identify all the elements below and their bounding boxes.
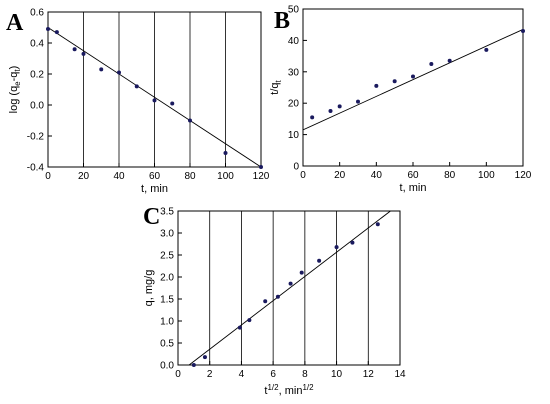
data-point-a-8 xyxy=(170,101,175,106)
data-point-a-6 xyxy=(134,84,139,89)
y-axis-label-a: log (qe-qt) xyxy=(8,66,22,114)
panel-letter-a: A xyxy=(6,10,24,36)
fit-line-a xyxy=(47,27,262,168)
x-tick-label-c-3: 6 xyxy=(270,369,276,380)
x-axis-label-a: t, min xyxy=(141,183,168,195)
data-point-a-3 xyxy=(81,51,86,56)
x-axis-label-b: t, min xyxy=(400,182,427,194)
x-tick-label-a-2: 40 xyxy=(113,171,125,182)
y-tick-label-b-1: 10 xyxy=(288,130,300,141)
panel-c: C 0 2 4 6 8 10 12 14 0.0 0.5 1.0 1.5 2.0 2.5 3.0 3.5 t1/… xyxy=(143,204,406,397)
x-tick-label-b-6: 120 xyxy=(515,170,532,181)
data-point-c-11 xyxy=(375,222,380,227)
panel-a: A 0 20 40 60 80 100 120 -0.4 -0.2 0.0 0.2 0.4 0.6 t, … xyxy=(6,8,270,196)
data-point-b-7 xyxy=(429,61,434,66)
y-tick-label-c-1: 0.5 xyxy=(160,339,174,350)
panel-letter-c: C xyxy=(143,204,160,230)
x-tick-label-b-3: 60 xyxy=(407,170,419,181)
data-point-c-10 xyxy=(350,240,355,245)
y-tick-label-b-2: 20 xyxy=(288,99,300,110)
y-tick-label-b-0: 0 xyxy=(293,162,299,173)
y-tick-label-c-3: 1.5 xyxy=(160,295,174,306)
data-point-b-3 xyxy=(356,99,360,104)
panel-letter-b: B xyxy=(274,8,290,34)
data-point-b-8 xyxy=(447,58,452,63)
x-axis-label-c: t1/2, min1/2 xyxy=(264,383,314,397)
x-tick-label-c-6: 12 xyxy=(363,369,375,380)
fit-line-b xyxy=(302,29,524,131)
y-tick-label-b-3: 30 xyxy=(288,67,300,78)
x-tick-label-c-5: 10 xyxy=(331,369,343,380)
data-point-b-0 xyxy=(310,115,315,120)
data-point-c-0 xyxy=(191,363,196,367)
y-tick-label-c-5: 2.5 xyxy=(160,251,174,262)
x-tick-label-b-1: 20 xyxy=(334,170,346,181)
x-tick-label-b-4: 80 xyxy=(444,170,456,181)
data-point-c-8 xyxy=(317,258,322,263)
y-tick-label-b-4: 40 xyxy=(288,36,300,47)
y-tick-label-a-4: 0.4 xyxy=(30,39,44,50)
plot-frame-c xyxy=(177,210,401,366)
x-tick-label-a-5: 100 xyxy=(217,171,234,182)
x-tick-label-c-7: 14 xyxy=(394,369,406,380)
y-tick-label-a-0: -0.4 xyxy=(27,163,45,174)
data-point-a-9 xyxy=(188,118,192,123)
x-tick-label-c-1: 2 xyxy=(207,369,213,380)
x-tick-label-b-0: 0 xyxy=(300,170,306,181)
x-tick-label-c-4: 8 xyxy=(302,369,308,380)
data-point-a-1 xyxy=(54,30,59,35)
y-tick-label-c-4: 2.0 xyxy=(160,273,174,284)
panel-b: B 0 20 40 60 80 100 120 0 10 20 30 40 50 t, min t/qt xyxy=(269,5,532,195)
data-point-c-1 xyxy=(202,355,207,360)
y-tick-label-b-5: 50 xyxy=(288,5,300,16)
data-point-a-0 xyxy=(46,27,50,32)
x-tick-label-b-2: 40 xyxy=(371,170,383,181)
x-tick-label-a-1: 20 xyxy=(78,171,90,182)
data-point-b-1 xyxy=(328,109,333,114)
data-point-b-2 xyxy=(337,104,342,109)
plot-frame-b xyxy=(302,8,524,167)
x-tick-label-c-2: 4 xyxy=(239,369,245,380)
data-point-a-2 xyxy=(72,47,77,52)
fit-line-c xyxy=(188,210,391,366)
data-point-c-5 xyxy=(275,294,280,299)
data-point-b-4 xyxy=(374,83,379,88)
data-point-c-9 xyxy=(334,245,339,250)
y-tick-label-a-3: 0.2 xyxy=(30,70,44,81)
x-tick-label-a-6: 120 xyxy=(253,171,270,182)
data-point-a-11 xyxy=(259,165,263,169)
data-point-c-3 xyxy=(247,318,252,323)
data-point-c-7 xyxy=(299,270,304,275)
x-tick-label-a-0: 0 xyxy=(45,171,51,182)
data-point-a-4 xyxy=(99,67,104,72)
y-axis-label-b: t/qt xyxy=(269,80,283,95)
x-tick-label-a-3: 60 xyxy=(149,171,161,182)
y-tick-label-a-1: -0.2 xyxy=(27,132,45,143)
data-point-c-2 xyxy=(237,325,242,330)
y-tick-label-c-6: 3.0 xyxy=(160,229,174,240)
data-point-a-5 xyxy=(117,70,121,75)
data-point-a-10 xyxy=(223,151,228,156)
data-point-b-9 xyxy=(484,47,489,52)
data-point-c-6 xyxy=(288,281,293,286)
data-point-b-5 xyxy=(392,79,397,84)
data-point-b-6 xyxy=(411,74,415,79)
data-point-c-4 xyxy=(263,299,268,304)
x-tick-label-c-0: 0 xyxy=(175,369,181,380)
y-tick-label-a-5: 0.6 xyxy=(30,8,44,19)
x-tick-label-b-5: 100 xyxy=(478,170,495,181)
y-tick-label-c-2: 1.0 xyxy=(160,317,174,328)
y-tick-label-c-7: 3.5 xyxy=(160,207,174,218)
data-point-a-7 xyxy=(152,98,157,103)
y-axis-label-c: q, mg/g xyxy=(143,270,155,307)
y-tick-label-a-2: 0.0 xyxy=(30,101,44,112)
x-tick-label-a-4: 80 xyxy=(184,171,196,182)
data-point-b-10 xyxy=(521,28,525,33)
y-tick-label-c-0: 0.0 xyxy=(160,361,174,372)
